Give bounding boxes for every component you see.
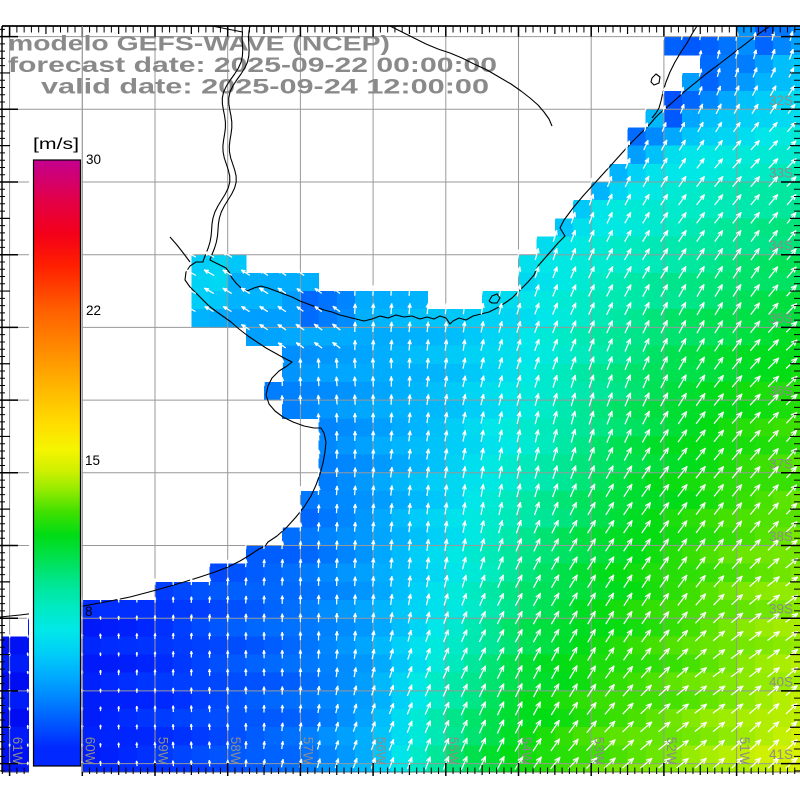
svg-text:37S: 37S [769, 456, 793, 471]
svg-text:15: 15 [85, 453, 100, 468]
svg-text:[m/s]: [m/s] [33, 136, 79, 153]
svg-text:valid date: 2025-09-24 12:00:0: valid date: 2025-09-24 12:00:00 [41, 75, 489, 99]
svg-text:39S: 39S [769, 602, 793, 617]
svg-text:56W: 56W [373, 737, 388, 765]
svg-text:59W: 59W [155, 737, 170, 765]
svg-text:54W: 54W [519, 737, 534, 765]
svg-text:61W: 61W [10, 737, 25, 765]
svg-text:51W: 51W [737, 737, 752, 765]
svg-text:35S: 35S [769, 311, 793, 326]
svg-text:58W: 58W [228, 737, 243, 765]
svg-text:52W: 52W [664, 737, 679, 765]
svg-text:60W: 60W [83, 737, 98, 765]
svg-text:8: 8 [85, 604, 93, 619]
svg-text:38S: 38S [769, 529, 793, 544]
svg-text:55W: 55W [446, 737, 461, 765]
svg-text:22: 22 [86, 303, 101, 318]
svg-text:30: 30 [86, 152, 101, 167]
svg-text:36S: 36S [769, 384, 793, 399]
svg-text:forecast date: 2025-09-22 00:0: forecast date: 2025-09-22 00:00:00 [8, 53, 497, 77]
svg-text:33S: 33S [769, 166, 793, 181]
svg-text:32S: 32S [769, 93, 793, 108]
svg-text:34S: 34S [769, 238, 793, 253]
svg-text:41S: 41S [769, 747, 793, 762]
svg-text:53W: 53W [592, 737, 607, 765]
svg-text:modelo GEFS-WAVE (NCEP): modelo GEFS-WAVE (NCEP) [8, 32, 390, 56]
svg-text:40S: 40S [769, 674, 793, 689]
svg-text:57W: 57W [301, 737, 316, 765]
